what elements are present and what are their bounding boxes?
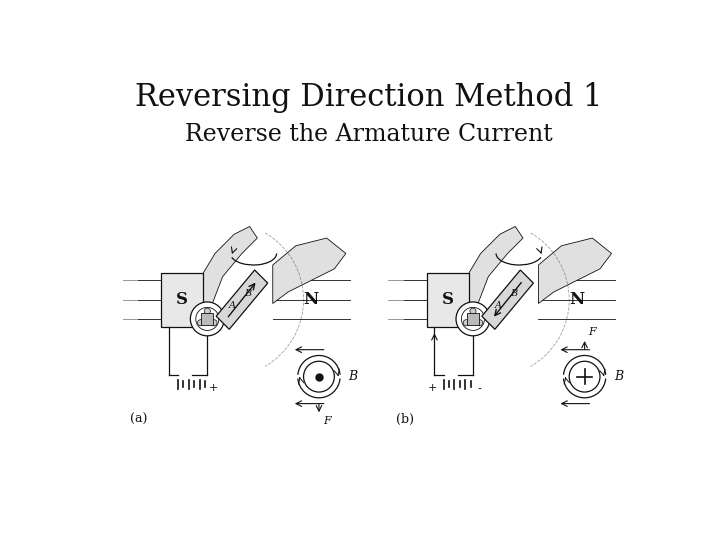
Circle shape	[463, 320, 469, 326]
Circle shape	[304, 361, 334, 392]
Text: N: N	[570, 291, 585, 308]
Text: S: S	[176, 291, 188, 308]
Text: (a): (a)	[130, 413, 148, 426]
Text: N: N	[304, 291, 319, 308]
Text: B: B	[510, 289, 518, 298]
Text: (b): (b)	[396, 413, 414, 426]
Polygon shape	[539, 238, 611, 303]
Circle shape	[204, 308, 210, 314]
Bar	[467, 313, 479, 325]
Polygon shape	[482, 270, 534, 329]
Text: F: F	[588, 327, 596, 337]
Circle shape	[456, 302, 490, 336]
Circle shape	[211, 320, 217, 326]
Circle shape	[196, 307, 219, 330]
Polygon shape	[273, 238, 346, 303]
Text: +: +	[428, 383, 437, 393]
Circle shape	[470, 308, 476, 314]
Circle shape	[190, 302, 224, 336]
Text: +: +	[209, 383, 218, 393]
Text: B: B	[348, 370, 357, 383]
Polygon shape	[469, 226, 523, 327]
Text: -: -	[477, 383, 481, 393]
Polygon shape	[216, 270, 268, 329]
Text: A: A	[495, 301, 502, 310]
Circle shape	[570, 361, 600, 392]
Text: Reversing Direction Method 1: Reversing Direction Method 1	[135, 82, 603, 113]
Bar	[427, 273, 469, 327]
Text: Reverse the Armature Current: Reverse the Armature Current	[185, 123, 553, 146]
Circle shape	[197, 320, 204, 326]
Circle shape	[462, 307, 485, 330]
Circle shape	[477, 320, 482, 326]
Polygon shape	[204, 226, 257, 327]
Text: B: B	[245, 289, 252, 298]
Text: S: S	[442, 291, 454, 308]
Text: F: F	[323, 416, 330, 426]
Bar	[201, 313, 213, 325]
Text: A: A	[229, 301, 236, 310]
Text: B: B	[614, 370, 623, 383]
Bar	[161, 273, 204, 327]
